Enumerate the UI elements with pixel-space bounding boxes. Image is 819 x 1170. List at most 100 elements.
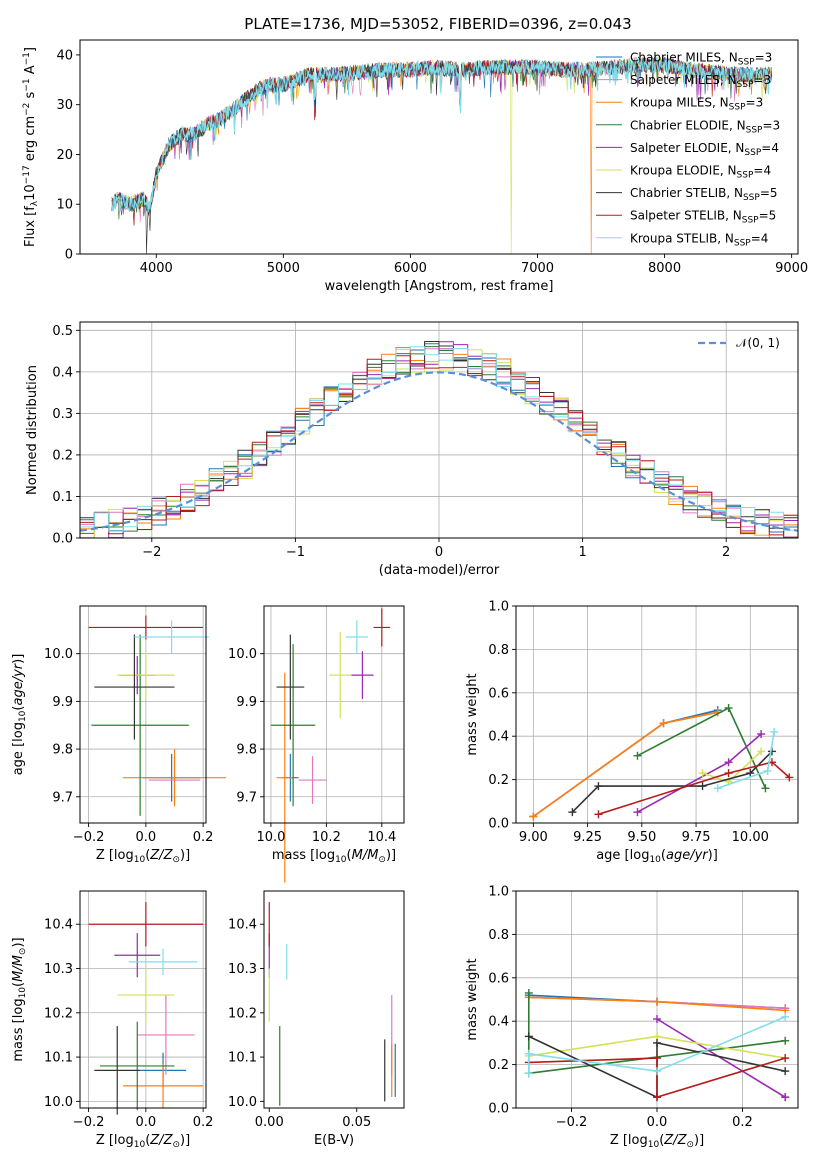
label-part: mass [log: [11, 998, 26, 1061]
age_vs_Z-panel: −0.2 0.0 0.29.79.89.910.0Z [log10(Z/Z⊙)]ag…: [11, 605, 227, 865]
axes-frame: [79, 605, 207, 824]
label-part: Flux [f: [23, 206, 38, 247]
x-tick-label: 9.25: [573, 830, 602, 845]
label-part: 10: [18, 987, 28, 999]
y-tick-label: 9.8: [236, 743, 257, 758]
y-tick-label: 10.3: [44, 962, 73, 977]
label-part: (: [11, 982, 26, 987]
label-part: )]: [11, 654, 26, 664]
x-tick-label: −0.2: [73, 1115, 105, 1130]
label-part: =4: [751, 231, 769, 245]
y-tick-label: 0.6: [488, 971, 509, 986]
label-part: =3: [753, 73, 771, 87]
x-tick-label: −2: [142, 545, 161, 560]
label-part: −1: [22, 78, 32, 91]
label-part: A: [23, 65, 38, 78]
label-part: )]: [386, 848, 396, 863]
label-part: SSP: [742, 216, 759, 226]
y-tick-label: 9.9: [52, 695, 73, 710]
label-part: (: [145, 1133, 150, 1148]
y-tick-label: 0.4: [488, 730, 509, 745]
legend-entry: Chabrier ELODIE, NSSP=3: [630, 118, 780, 135]
x-tick-label: 10.4: [367, 830, 396, 845]
label-part: age [log: [596, 848, 649, 863]
legend-entry: Kroupa ELODIE, NSSP=4: [630, 164, 771, 181]
label-part: wavelength [Angstrom, rest frame]: [325, 279, 554, 294]
label-part: =4: [761, 141, 779, 155]
axes-frame: [263, 890, 405, 1109]
label-part: )]: [11, 937, 26, 947]
axes-frame: [79, 39, 799, 255]
x-axis-label: wavelength [Angstrom, rest frame]: [325, 279, 554, 294]
x-tick-label: −0.2: [73, 830, 105, 845]
label-part: SSP: [737, 171, 754, 181]
label-part: ]: [23, 47, 38, 52]
label-part: )]: [694, 1133, 704, 1148]
y-tick-label: 9.8: [52, 743, 73, 758]
figure-title: PLATE=1736, MJD=53052, FIBERID=0396, z=0…: [244, 15, 631, 33]
x-tick-label: 0.0: [136, 1115, 157, 1130]
label-part: SSP: [743, 193, 760, 203]
weight-line: [598, 761, 790, 816]
x-tick-label: 9000: [775, 261, 808, 276]
label-part: =3: [755, 51, 773, 65]
weight_vs_age-panel: 9.00 9.25 9.50 9.75 10.00 0.0 0.2 0.4 0.6 0.8 1.0 a…: [465, 600, 799, 865]
panels: 4000 5000 6000 7000 8000 9000010203040wavelen…: [11, 39, 808, 1150]
weight-line: [528, 1057, 786, 1099]
histogram-step: [80, 348, 798, 539]
label-part: SSP: [746, 125, 763, 135]
label-part: Chabrier STELIB, N: [630, 186, 743, 200]
x-tick-label: 0: [435, 545, 443, 560]
label-part: 10: [649, 855, 661, 865]
y-tick-label: 0.2: [488, 773, 509, 788]
y-tick-label: 10.2: [44, 1006, 73, 1021]
y-tick-label: 10.0: [228, 647, 257, 662]
y-tick-label: 10.0: [44, 647, 73, 662]
label-part: 10: [134, 1140, 146, 1150]
x-tick-label: 8000: [648, 261, 681, 276]
x-axis-label: (data-model)/error: [379, 563, 500, 578]
label-part: Salpeter ELODIE, N: [630, 141, 744, 155]
residuals-panel: −2 −1 0 1 2 0.0 0.1 0.2 0.3 0.4 0.5 (data-model)/er…: [25, 321, 799, 578]
label-part: =3: [746, 96, 764, 110]
x-axis-label: Z [log10(Z/Z⊙)]: [96, 1133, 190, 1150]
label-part: (: [145, 848, 150, 863]
x-tick-label: 2: [722, 545, 730, 560]
normal-curve: [79, 371, 799, 532]
y-tick-label: 0.0: [488, 817, 509, 832]
weight-line: [656, 1018, 786, 1098]
x-tick-label: −1: [286, 545, 305, 560]
label-part: (: [11, 706, 26, 711]
label-part: ⊙: [172, 855, 180, 865]
x-tick-label: 10.2: [312, 830, 341, 845]
label-part: SSP: [738, 58, 755, 68]
legend-entry: Chabrier MILES, NSSP=3: [630, 51, 772, 68]
label-part: )]: [708, 848, 718, 863]
label-part: M/M: [11, 955, 26, 982]
x-axis-label: Z [log10(Z/Z⊙)]: [610, 1133, 704, 1150]
age_vs_mass-panel: 10.0 10.2 10.4 9.7 9.8 9.9 10.0 mass [log10(M/M…: [228, 605, 405, 883]
label-part: E(B-V): [314, 1133, 354, 1148]
x-tick-label: 9.00: [519, 830, 548, 845]
label-part: −2: [22, 103, 32, 116]
label-part: erg cm: [23, 116, 38, 165]
label-part: mass weight: [465, 958, 480, 1040]
legend-entry: 𝒩(0, 1): [736, 336, 780, 350]
label-part: s: [23, 91, 38, 102]
label-part: mass weight: [465, 673, 480, 755]
x-tick-label: 0.05: [342, 1115, 371, 1130]
y-axis-label: Normed distribution: [25, 365, 40, 495]
label-part: ⊙: [18, 948, 28, 956]
label-part: =3: [762, 118, 780, 132]
label-part: Salpeter MILES, N: [630, 73, 737, 87]
x-tick-label: 0.2: [193, 830, 214, 845]
y-tick-label: 0: [65, 248, 73, 263]
spectrum-line: [111, 55, 773, 213]
label-part: =5: [759, 209, 777, 223]
label-part: (: [347, 848, 352, 863]
y-tick-label: 10.0: [44, 1095, 73, 1110]
label-part: mass [log: [272, 848, 335, 863]
label-part: M/M: [352, 848, 379, 863]
histogram-step: [80, 341, 798, 529]
